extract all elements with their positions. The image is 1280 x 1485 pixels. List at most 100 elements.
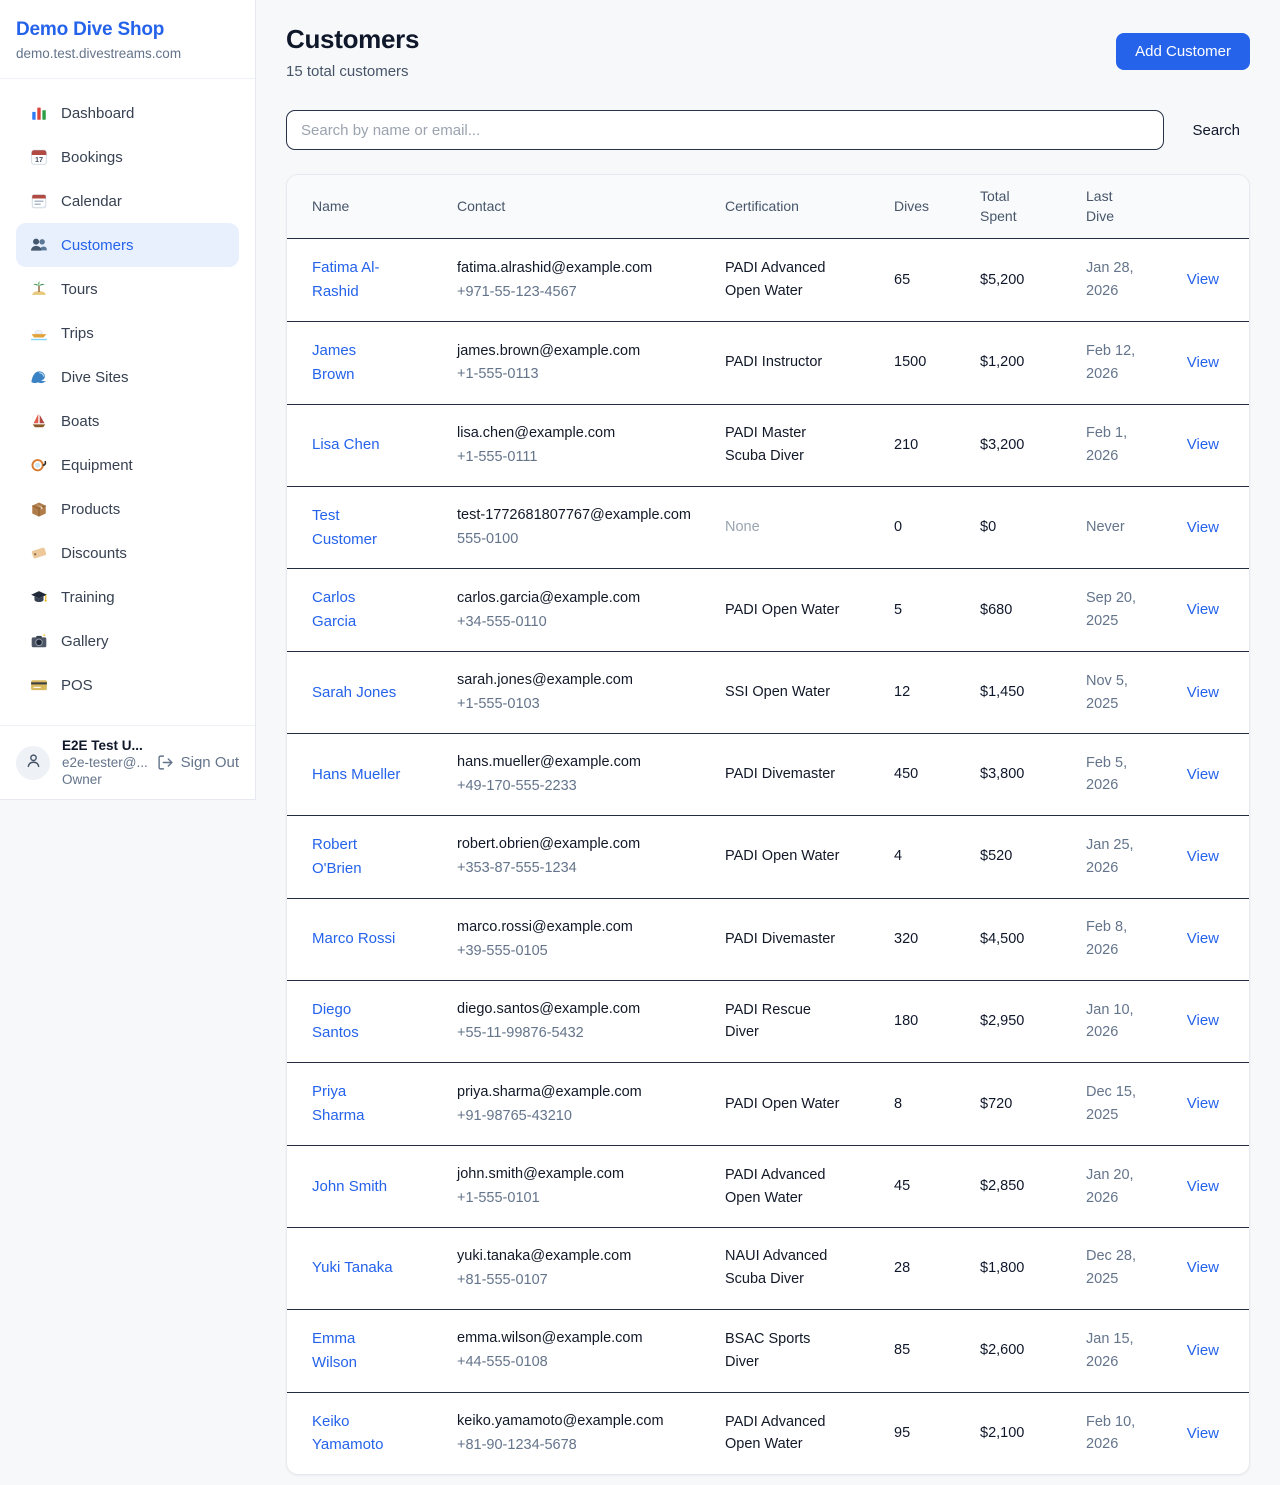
main-content: Customers 15 total customers Add Custome… — [256, 0, 1280, 1476]
customer-certification: PADI Master Scuba Diver — [725, 425, 807, 465]
sign-out-button[interactable]: Sign Out — [157, 754, 239, 771]
wave-icon — [30, 368, 48, 386]
customer-email: emma.wilson@example.com — [457, 1330, 643, 1347]
sidebar-item-tours[interactable]: Tours — [16, 267, 239, 311]
customer-name-link[interactable]: Priya Sharma — [312, 1083, 365, 1125]
sidebar-item-calendar[interactable]: Calendar — [16, 179, 239, 223]
customer-total-spent: $5,200 — [980, 271, 1025, 288]
table-row: Robert O'Brien robert.obrien@example.com… — [287, 815, 1249, 898]
customer-certification: PADI Divemaster — [725, 766, 836, 783]
customer-name-cell: Marco Rossi — [287, 898, 432, 980]
customer-contact-cell: james.brown@example.com +1-555-0113 — [432, 322, 700, 405]
customer-certification: PADI Advanced Open Water — [725, 1166, 826, 1206]
customer-total-spent: $1,450 — [980, 684, 1025, 701]
add-customer-button[interactable]: Add Customer — [1116, 33, 1250, 70]
view-link[interactable]: View — [1186, 1012, 1219, 1030]
view-link[interactable]: View — [1186, 847, 1219, 865]
customer-certification: PADI Instructor — [725, 354, 823, 371]
customer-name-link[interactable]: Robert O'Brien — [312, 835, 362, 877]
sidebar-item-dive-sites[interactable]: Dive Sites — [16, 355, 239, 399]
page-title: Customers — [286, 24, 420, 54]
view-link[interactable]: View — [1186, 683, 1219, 701]
customer-name-link[interactable]: Diego Santos — [312, 1000, 359, 1042]
sidebar-item-discounts[interactable]: Discounts — [16, 531, 239, 575]
view-link[interactable]: View — [1186, 436, 1219, 454]
customer-name-cell: Test Customer — [287, 486, 432, 569]
sidebar-item-boats[interactable]: Boats — [16, 399, 239, 443]
customer-action-cell: View — [1168, 898, 1249, 980]
customer-name-link[interactable]: Test Customer — [312, 506, 378, 548]
search-button[interactable]: Search — [1182, 116, 1250, 145]
credit-card-icon — [30, 676, 48, 694]
page-header: Customers 15 total customers Add Custome… — [286, 24, 1250, 80]
customer-name-link[interactable]: Keiko Yamamoto — [312, 1412, 384, 1454]
customer-email: carlos.garcia@example.com — [457, 589, 641, 606]
sidebar-item-equipment[interactable]: Equipment — [16, 443, 239, 487]
customer-last-dive: Feb 8, 2026 — [1086, 919, 1128, 959]
sidebar-item-label: Discounts — [61, 544, 127, 562]
customer-last-dive: Jan 15, 2026 — [1086, 1330, 1134, 1370]
view-link[interactable]: View — [1186, 765, 1219, 783]
customer-name-link[interactable]: Hans Mueller — [312, 765, 401, 783]
customer-name-link[interactable]: Yuki Tanaka — [312, 1259, 393, 1277]
customer-email: test-1772681807767@example.com — [457, 507, 691, 524]
view-link[interactable]: View — [1186, 518, 1219, 536]
customer-dives: 28 — [894, 1259, 911, 1276]
customer-action-cell: View — [1168, 404, 1249, 486]
customer-name-cell: Lisa Chen — [287, 404, 432, 486]
customer-dives: 45 — [894, 1178, 911, 1195]
customer-name-link[interactable]: John Smith — [312, 1177, 388, 1195]
sidebar-item-products[interactable]: Products — [16, 487, 239, 531]
table-row: Priya Sharma priya.sharma@example.com +9… — [287, 1062, 1249, 1146]
table-row: Lisa Chen lisa.chen@example.com +1-555-0… — [287, 404, 1249, 486]
customer-total-spent: $520 — [980, 848, 1013, 865]
sidebar-item-label: Bookings — [61, 148, 123, 166]
customer-name-link[interactable]: Carlos Garcia — [312, 589, 357, 631]
customer-last-dive: Never — [1086, 519, 1125, 536]
sidebar-item-gallery[interactable]: Gallery — [16, 619, 239, 663]
calendar-17-icon: 17 — [30, 148, 48, 166]
sidebar-item-training[interactable]: Training — [16, 575, 239, 619]
view-link[interactable]: View — [1186, 1095, 1219, 1113]
customer-contact-cell: test-1772681807767@example.com 555-0100 — [432, 486, 700, 569]
customer-phone: +44-555-0108 — [457, 1354, 548, 1371]
customer-dives: 210 — [894, 436, 919, 453]
view-link[interactable]: View — [1186, 1424, 1219, 1442]
view-link[interactable]: View — [1186, 601, 1219, 619]
customer-name-cell: John Smith — [287, 1146, 432, 1228]
customer-last-dive: Dec 28, 2025 — [1086, 1248, 1136, 1288]
customer-action-cell: View — [1168, 1063, 1249, 1146]
column-header: Last Dive — [1086, 188, 1115, 224]
view-link[interactable]: View — [1186, 353, 1219, 371]
sidebar-item-dashboard[interactable]: Dashboard — [16, 91, 239, 135]
customer-dives: 95 — [894, 1425, 911, 1442]
customer-name-link[interactable]: Fatima Al-Rashid — [312, 259, 380, 301]
view-link[interactable]: View — [1186, 1341, 1219, 1359]
table-row: Diego Santos diego.santos@example.com +5… — [287, 980, 1249, 1063]
sidebar-item-customers[interactable]: Customers — [16, 223, 239, 267]
customer-name-link[interactable]: Lisa Chen — [312, 436, 380, 454]
view-link[interactable]: View — [1186, 1177, 1219, 1195]
customer-name-link[interactable]: Emma Wilson — [312, 1329, 358, 1371]
search-input[interactable] — [286, 110, 1165, 150]
customer-name-link[interactable]: Sarah Jones — [312, 683, 397, 701]
sidebar-item-label: Equipment — [61, 456, 133, 474]
view-link[interactable]: View — [1186, 271, 1219, 289]
view-link[interactable]: View — [1186, 1259, 1219, 1277]
sidebar-item-pos[interactable]: POS — [16, 663, 239, 707]
table-row: Fatima Al-Rashid fatima.alrashid@example… — [287, 238, 1249, 322]
sidebar-item-trips[interactable]: Trips — [16, 311, 239, 355]
customer-name-link[interactable]: James Brown — [312, 342, 357, 383]
customer-phone: +34-555-0110 — [457, 613, 547, 630]
sidebar-item-bookings[interactable]: 17 Bookings — [16, 135, 239, 179]
view-link[interactable]: View — [1186, 930, 1219, 948]
sidebar-nav: Dashboard 17 Bookings Calendar Customers… — [0, 79, 255, 707]
customer-name-cell: Robert O'Brien — [287, 815, 432, 898]
customer-dives: 5 — [894, 601, 903, 618]
customer-certification: PADI Open Water — [725, 848, 840, 865]
customer-phone: +81-90-1234-5678 — [457, 1436, 577, 1453]
customer-contact-cell: john.smith@example.com +1-555-0101 — [432, 1146, 700, 1228]
svg-text:17: 17 — [35, 155, 43, 164]
customer-email: john.smith@example.com — [457, 1166, 625, 1183]
customer-name-link[interactable]: Marco Rossi — [312, 930, 396, 948]
